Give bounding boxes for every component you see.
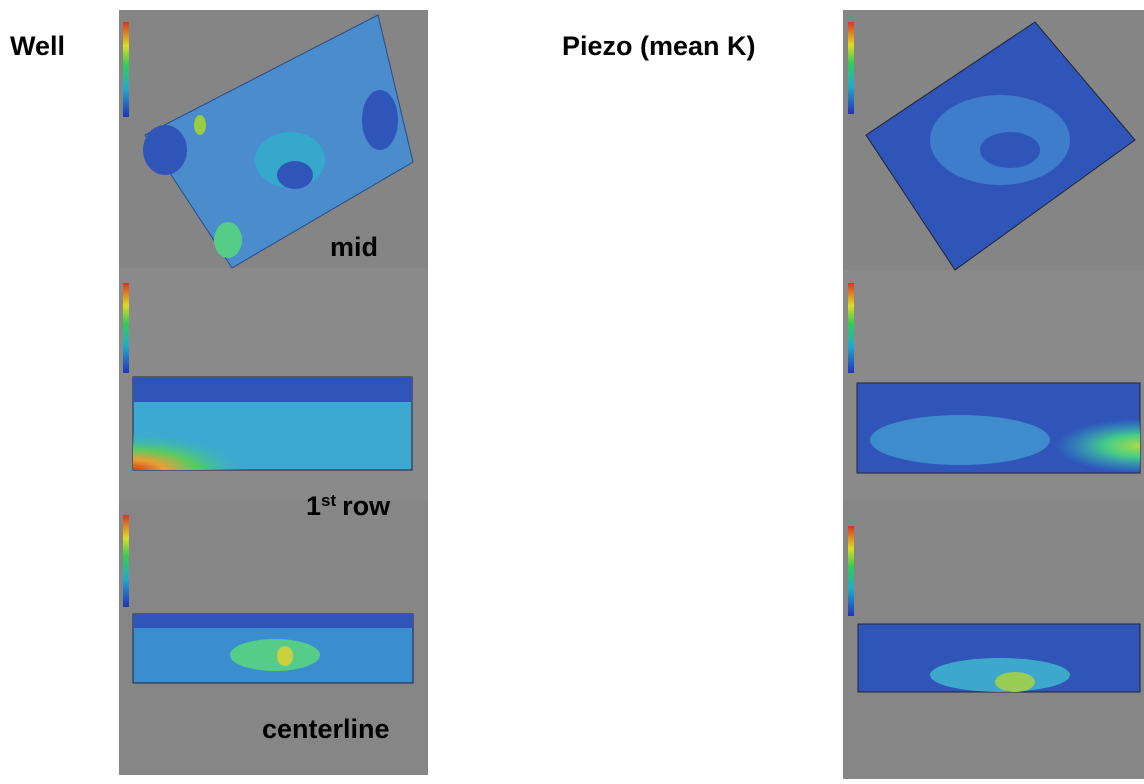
contour (857, 383, 1140, 473)
legend-bar (848, 283, 854, 373)
contour (980, 132, 1040, 168)
contour (143, 125, 187, 175)
contour (362, 90, 398, 150)
contour (277, 161, 313, 189)
contour (277, 646, 293, 666)
legend-bar (123, 515, 129, 607)
first-row-word: row (342, 491, 391, 521)
contour (995, 672, 1035, 692)
legend-bar (848, 526, 854, 616)
well-panels (119, 10, 428, 775)
contour (133, 377, 412, 470)
contour (194, 115, 206, 135)
legend-bar (123, 283, 129, 373)
contour (214, 222, 242, 258)
slide: Well Piezo (mean K) (0, 0, 1144, 779)
piezo-panels (843, 10, 1144, 779)
mid-label: mid (330, 232, 378, 262)
centerline-label: centerline (262, 714, 390, 744)
first-row-suffix: st (321, 491, 336, 510)
first-row-number: 1 (306, 491, 321, 521)
legend-bar (848, 22, 854, 114)
well-label: Well (10, 31, 65, 61)
contour (230, 639, 320, 671)
page: Well Piezo (mean K) (0, 0, 1144, 784)
contour (133, 614, 413, 628)
legend-bar (123, 22, 129, 117)
piezo-label: Piezo (mean K) (562, 31, 756, 61)
